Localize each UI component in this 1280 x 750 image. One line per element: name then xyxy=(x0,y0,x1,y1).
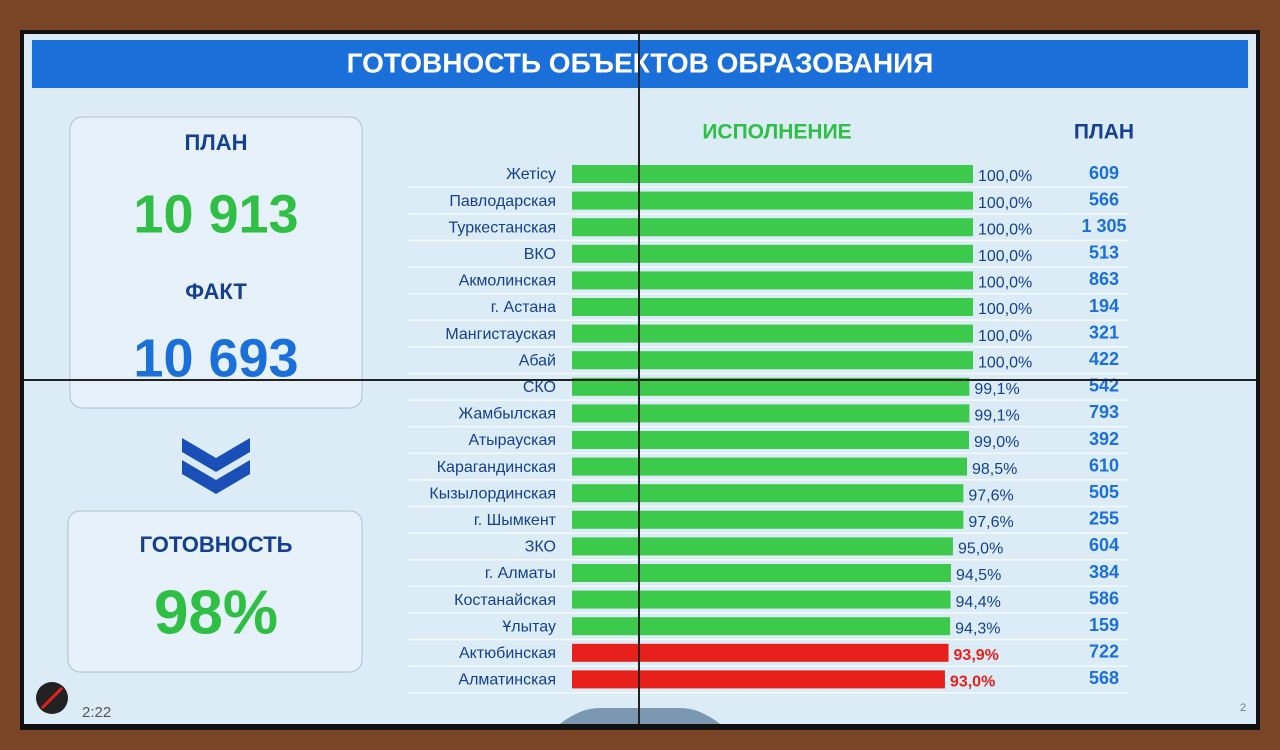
value-label: 99,1% xyxy=(974,381,1019,398)
plan-value: 392 xyxy=(1089,429,1119,449)
readiness-value: 98% xyxy=(154,578,278,647)
value-label: 97,6% xyxy=(968,487,1013,504)
readiness-box xyxy=(67,510,363,673)
bar xyxy=(572,351,973,370)
value-label: 100,0% xyxy=(978,168,1032,185)
value-label: 99,1% xyxy=(974,408,1019,425)
plan-value: 422 xyxy=(1089,349,1119,369)
bar xyxy=(572,431,969,449)
bar xyxy=(572,537,953,556)
plan-value: 722 xyxy=(1089,642,1119,662)
plan-value: 1 305 xyxy=(1081,216,1126,236)
category-label: Кызылординская xyxy=(429,485,556,502)
value-label: 100,0% xyxy=(978,354,1032,371)
value-label: 100,0% xyxy=(978,328,1032,345)
category-label: Алматинская xyxy=(458,672,556,689)
plan-header: ПЛАН xyxy=(1074,121,1134,144)
plan-value: 610 xyxy=(1089,455,1119,475)
plan-value: 586 xyxy=(1089,588,1119,608)
readiness-label: ГОТОВНОСТЬ xyxy=(140,532,293,557)
plan-value: 609 xyxy=(1089,163,1119,183)
bar xyxy=(572,643,949,662)
value-label: 95,0% xyxy=(958,541,1003,558)
category-label: ЗКО xyxy=(525,539,556,556)
plan-value: 384 xyxy=(1089,562,1119,582)
plan-value: 10 913 xyxy=(133,184,298,244)
mic-slash xyxy=(40,686,64,710)
category-label: Павлодарская xyxy=(449,193,556,210)
value-header: ИСПОЛНЕНИЕ xyxy=(702,121,851,144)
value-label: 100,0% xyxy=(978,301,1032,318)
bar xyxy=(572,324,973,343)
category-label: Карагандинская xyxy=(437,459,556,476)
bar xyxy=(572,191,973,210)
plan-value: 604 xyxy=(1089,535,1119,555)
plan-label: ПЛАН xyxy=(184,130,247,155)
bar xyxy=(572,484,964,503)
category-label: Атырауская xyxy=(469,432,557,449)
value-label: 93,9% xyxy=(954,647,999,664)
category-label: Актюбинская xyxy=(459,645,556,662)
chevron-icon xyxy=(182,438,250,494)
category-label: ВКО xyxy=(524,246,556,263)
bar xyxy=(572,590,951,609)
fact-label: ФАКТ xyxy=(185,279,247,304)
value-label: 100,0% xyxy=(978,275,1032,292)
bar xyxy=(572,377,970,396)
plan-value: 194 xyxy=(1089,296,1119,316)
bar xyxy=(572,271,973,290)
fact-value: 10 693 xyxy=(133,328,298,388)
bar xyxy=(572,165,973,183)
category-label: г. Шымкент xyxy=(474,512,557,529)
bar xyxy=(572,617,951,636)
plan-value: 863 xyxy=(1089,269,1119,289)
page-number: 2 xyxy=(1240,702,1246,714)
value-label: 97,6% xyxy=(968,514,1013,531)
value-label: 99,0% xyxy=(974,434,1019,451)
bar xyxy=(572,244,973,263)
plan-fact-box xyxy=(69,116,363,409)
value-label: 100,0% xyxy=(978,195,1032,212)
value-label: 93,0% xyxy=(950,674,995,691)
plan-value: 255 xyxy=(1089,509,1119,529)
plan-value: 542 xyxy=(1089,376,1119,396)
category-label: г. Алматы xyxy=(485,565,556,582)
category-label: Абай xyxy=(519,352,556,369)
value-label: 100,0% xyxy=(978,248,1032,265)
category-label: г. Астана xyxy=(491,299,556,316)
category-label: Туркестанская xyxy=(449,219,556,236)
plan-value: 566 xyxy=(1089,189,1119,209)
bar xyxy=(572,298,973,316)
category-label: Ұлытау xyxy=(502,618,556,635)
category-label: Жетісу xyxy=(506,166,556,183)
plan-value: 159 xyxy=(1089,615,1119,635)
bar xyxy=(572,670,945,689)
bar xyxy=(572,457,967,476)
category-label: Мангистауская xyxy=(445,326,556,343)
value-label: 94,3% xyxy=(955,620,1000,637)
bar xyxy=(572,510,964,529)
plan-value: 568 xyxy=(1089,668,1119,688)
category-label: СКО xyxy=(523,379,556,396)
plan-value: 513 xyxy=(1089,243,1119,263)
value-label: 100,0% xyxy=(978,221,1032,238)
category-label: Жамбылская xyxy=(458,406,556,423)
value-label: 94,5% xyxy=(956,567,1001,584)
plan-value: 321 xyxy=(1089,322,1119,342)
plan-value: 505 xyxy=(1089,482,1119,502)
plan-value: 793 xyxy=(1089,402,1119,422)
category-label: Костанайская xyxy=(454,592,556,609)
value-label: 94,4% xyxy=(956,594,1001,611)
value-label: 98,5% xyxy=(972,461,1017,478)
bar xyxy=(572,218,973,237)
bar-chart: Жетісу 100,0% 609 Павлодарская 100,0% 566 Турк… xyxy=(408,163,1128,694)
bar xyxy=(572,564,951,582)
bar xyxy=(572,404,970,423)
category-label: Акмолинская xyxy=(459,273,556,290)
clock: 2:22 xyxy=(82,704,111,721)
